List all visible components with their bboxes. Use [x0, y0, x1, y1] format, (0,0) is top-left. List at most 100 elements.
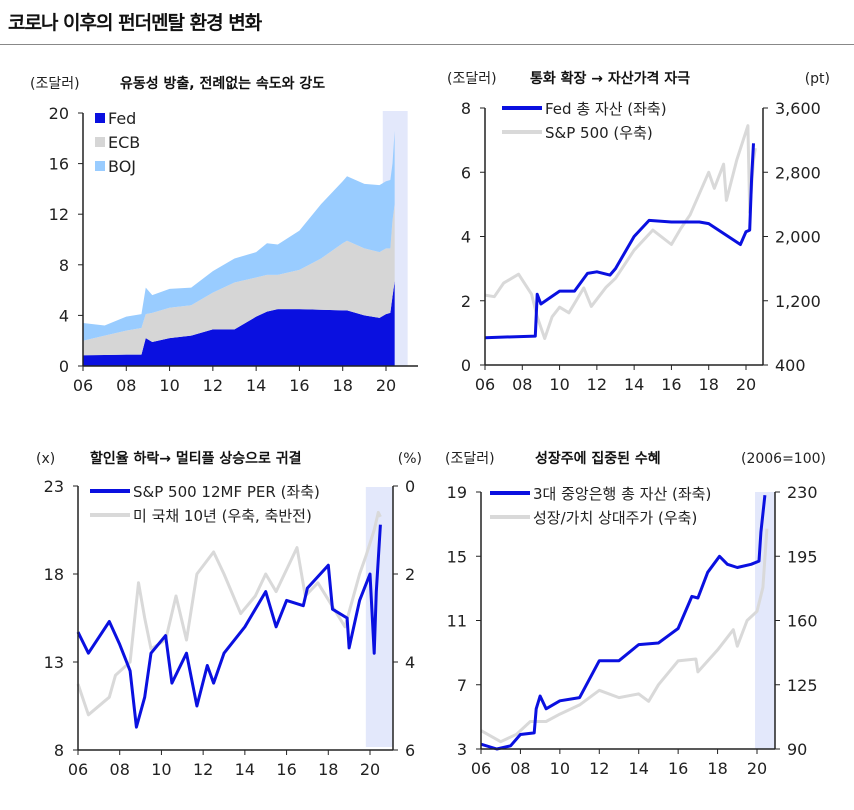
x-tick-label: 06 — [68, 760, 88, 779]
y-tick-label: 3 — [457, 740, 467, 759]
area-fed — [83, 281, 395, 366]
series-line-right — [480, 528, 769, 744]
area-boj — [83, 130, 395, 341]
legend-swatch — [95, 113, 105, 123]
x-tick-label: 12 — [203, 376, 223, 395]
chart-2: (조달러) 통화 확장 → 자산가격 자극 (pt) 0 2 4 6 8 400 1,200 2,0… — [447, 70, 830, 394]
x-tick-label: 06 — [475, 375, 495, 394]
y2-tick-label: 6 — [405, 741, 415, 760]
series-line-left — [480, 495, 767, 751]
x-tick-label: 16 — [661, 375, 681, 394]
y-axis-unit-label: (조달러) — [30, 76, 80, 92]
page-title: 코로나 이후의 펀더멘탈 환경 변화 — [8, 12, 262, 34]
x-tick-label: 14 — [246, 376, 266, 395]
x-tick-label: 20 — [360, 760, 380, 779]
y-tick-label: 8 — [461, 99, 471, 118]
y2-tick-label: 2,000 — [775, 228, 821, 247]
y-tick-label: 16 — [49, 155, 69, 174]
y2-tick-label: 230 — [787, 483, 818, 502]
chart-title: 성장주에 집중된 수혜 — [535, 450, 661, 467]
y2-tick-label: 195 — [787, 547, 818, 566]
x-tick-label: 16 — [276, 760, 296, 779]
x-tick-label: 16 — [668, 759, 688, 778]
chart-1: (조달러) 유동성 방출, 전례없는 속도와 강도 0 4 8 12 16 20 06 08 10 1… — [30, 75, 418, 395]
x-tick-label: 12 — [193, 760, 213, 779]
y2-tick-label: 2,800 — [775, 163, 821, 182]
y-tick-label: 11 — [447, 612, 467, 631]
x-tick-label: 18 — [333, 376, 353, 395]
y2-tick-label: 0 — [405, 477, 415, 496]
x-tick-label: 18 — [318, 760, 338, 779]
y2-tick-label: 125 — [787, 676, 818, 695]
legend-label: Fed — [108, 109, 136, 128]
y2-axis-unit-label: (%) — [398, 451, 422, 467]
x-tick-label: 16 — [289, 376, 309, 395]
legend-label: 3대 중앙은행 총 자산 (좌축) — [533, 485, 711, 503]
chart-title: 유동성 방출, 전례없는 속도와 강도 — [120, 75, 325, 92]
x-tick-label: 06 — [73, 376, 93, 395]
area-ecb — [83, 204, 395, 356]
chart-title: 할인율 하락→ 멀티플 상승으로 귀결 — [90, 450, 302, 467]
chart-4: (조달러) 성장주에 집중된 수혜 (2006=100) 3 7 11 15 19 90 125 1… — [445, 450, 826, 778]
legend-label: 성장/가치 상대주가 (우축) — [533, 509, 697, 527]
x-tick-label: 08 — [510, 759, 530, 778]
y-tick-label: 8 — [54, 741, 64, 760]
x-tick-label: 10 — [151, 760, 171, 779]
legend-label: S&P 500 12MF PER (좌축) — [133, 483, 320, 501]
title-divider — [0, 44, 854, 45]
y-tick-label: 18 — [44, 565, 64, 584]
series-line-left — [76, 524, 382, 729]
legend-swatch — [95, 161, 105, 171]
y2-tick-label: 400 — [775, 356, 806, 375]
x-tick-label: 14 — [235, 760, 255, 779]
legend-label: S&P 500 (우축) — [545, 124, 653, 142]
x-tick-label: 10 — [550, 759, 570, 778]
chart-title: 통화 확장 → 자산가격 자극 — [530, 70, 690, 87]
y-tick-label: 20 — [49, 104, 69, 123]
series-line-right — [484, 124, 757, 340]
x-tick-label: 08 — [110, 760, 130, 779]
series-line-left — [484, 143, 755, 340]
x-tick-label: 20 — [747, 759, 767, 778]
x-tick-label: 12 — [587, 375, 607, 394]
legend-label: 미 국채 10년 (우축, 축반전) — [133, 507, 312, 525]
y2-tick-label: 90 — [787, 740, 807, 759]
y-tick-label: 15 — [447, 547, 467, 566]
y-tick-label: 12 — [49, 205, 69, 224]
x-tick-label: 06 — [471, 759, 491, 778]
y2-axis-unit-label: (pt) — [805, 71, 830, 87]
y-tick-label: 0 — [461, 356, 471, 375]
y-tick-label: 6 — [461, 163, 471, 182]
x-tick-label: 08 — [116, 376, 136, 395]
x-tick-label: 10 — [549, 375, 569, 394]
y-tick-label: 4 — [461, 228, 471, 247]
y2-axis-unit-label: (2006=100) — [741, 451, 826, 467]
x-tick-label: 20 — [736, 375, 756, 394]
y-tick-label: 4 — [59, 306, 69, 325]
y-tick-label: 19 — [447, 483, 467, 502]
covid-shaded-period — [755, 492, 775, 749]
x-tick-label: 10 — [159, 376, 179, 395]
y-tick-label: 13 — [44, 653, 64, 672]
x-tick-label: 18 — [699, 375, 719, 394]
y-tick-label: 0 — [59, 357, 69, 376]
y-axis-unit-label: (x) — [36, 451, 55, 467]
x-tick-label: 12 — [589, 759, 609, 778]
legend-swatch — [95, 137, 105, 147]
y2-tick-label: 1,200 — [775, 292, 821, 311]
legend-label: ECB — [108, 133, 140, 152]
y-tick-label: 7 — [457, 676, 467, 695]
y-axis-unit-label: (조달러) — [445, 451, 495, 467]
x-tick-label: 18 — [707, 759, 727, 778]
y2-tick-label: 4 — [405, 653, 415, 672]
y-axis-unit-label: (조달러) — [447, 71, 497, 87]
x-tick-label: 14 — [624, 375, 644, 394]
series-line-right — [76, 510, 382, 717]
y-tick-label: 2 — [461, 292, 471, 311]
y-tick-label: 8 — [59, 256, 69, 275]
legend-label: BOJ — [108, 157, 136, 176]
y2-tick-label: 160 — [787, 612, 818, 631]
x-tick-label: 14 — [629, 759, 649, 778]
